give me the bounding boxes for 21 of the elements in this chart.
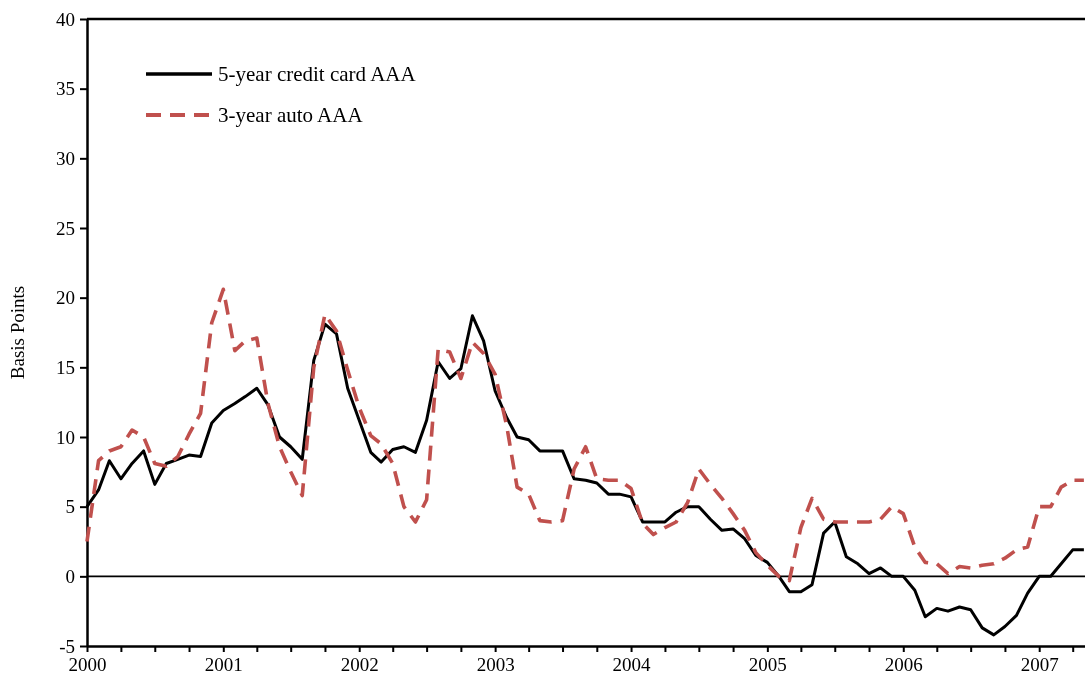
y-tick-label: 15: [56, 356, 75, 378]
y-tick-label: 0: [65, 565, 75, 587]
legend-label: 5-year credit card AAA: [218, 62, 417, 86]
y-tick-label: 5: [65, 496, 75, 518]
y-tick-label: 25: [56, 217, 75, 239]
y-axis-title: Basis Points: [7, 285, 28, 380]
x-tick-label: 2005: [748, 654, 787, 676]
x-tick-label: 2007: [1020, 654, 1059, 676]
y-tick-label: 20: [56, 287, 75, 309]
y-tick-label: 10: [56, 426, 75, 448]
y-tick-label: 35: [56, 78, 75, 100]
legend-label: 3-year auto AAA: [218, 103, 364, 127]
y-tick-label: 40: [56, 8, 75, 30]
x-tick-label: 2002: [340, 654, 379, 676]
x-tick-label: 2004: [612, 654, 652, 676]
x-tick-label: 2006: [884, 654, 923, 676]
x-tick-label: 2003: [476, 654, 515, 676]
y-tick-label: 30: [56, 147, 75, 169]
x-tick-label: 2001: [204, 654, 243, 676]
x-tick-label: 2000: [68, 654, 107, 676]
y-tick-label: -5: [59, 635, 75, 657]
